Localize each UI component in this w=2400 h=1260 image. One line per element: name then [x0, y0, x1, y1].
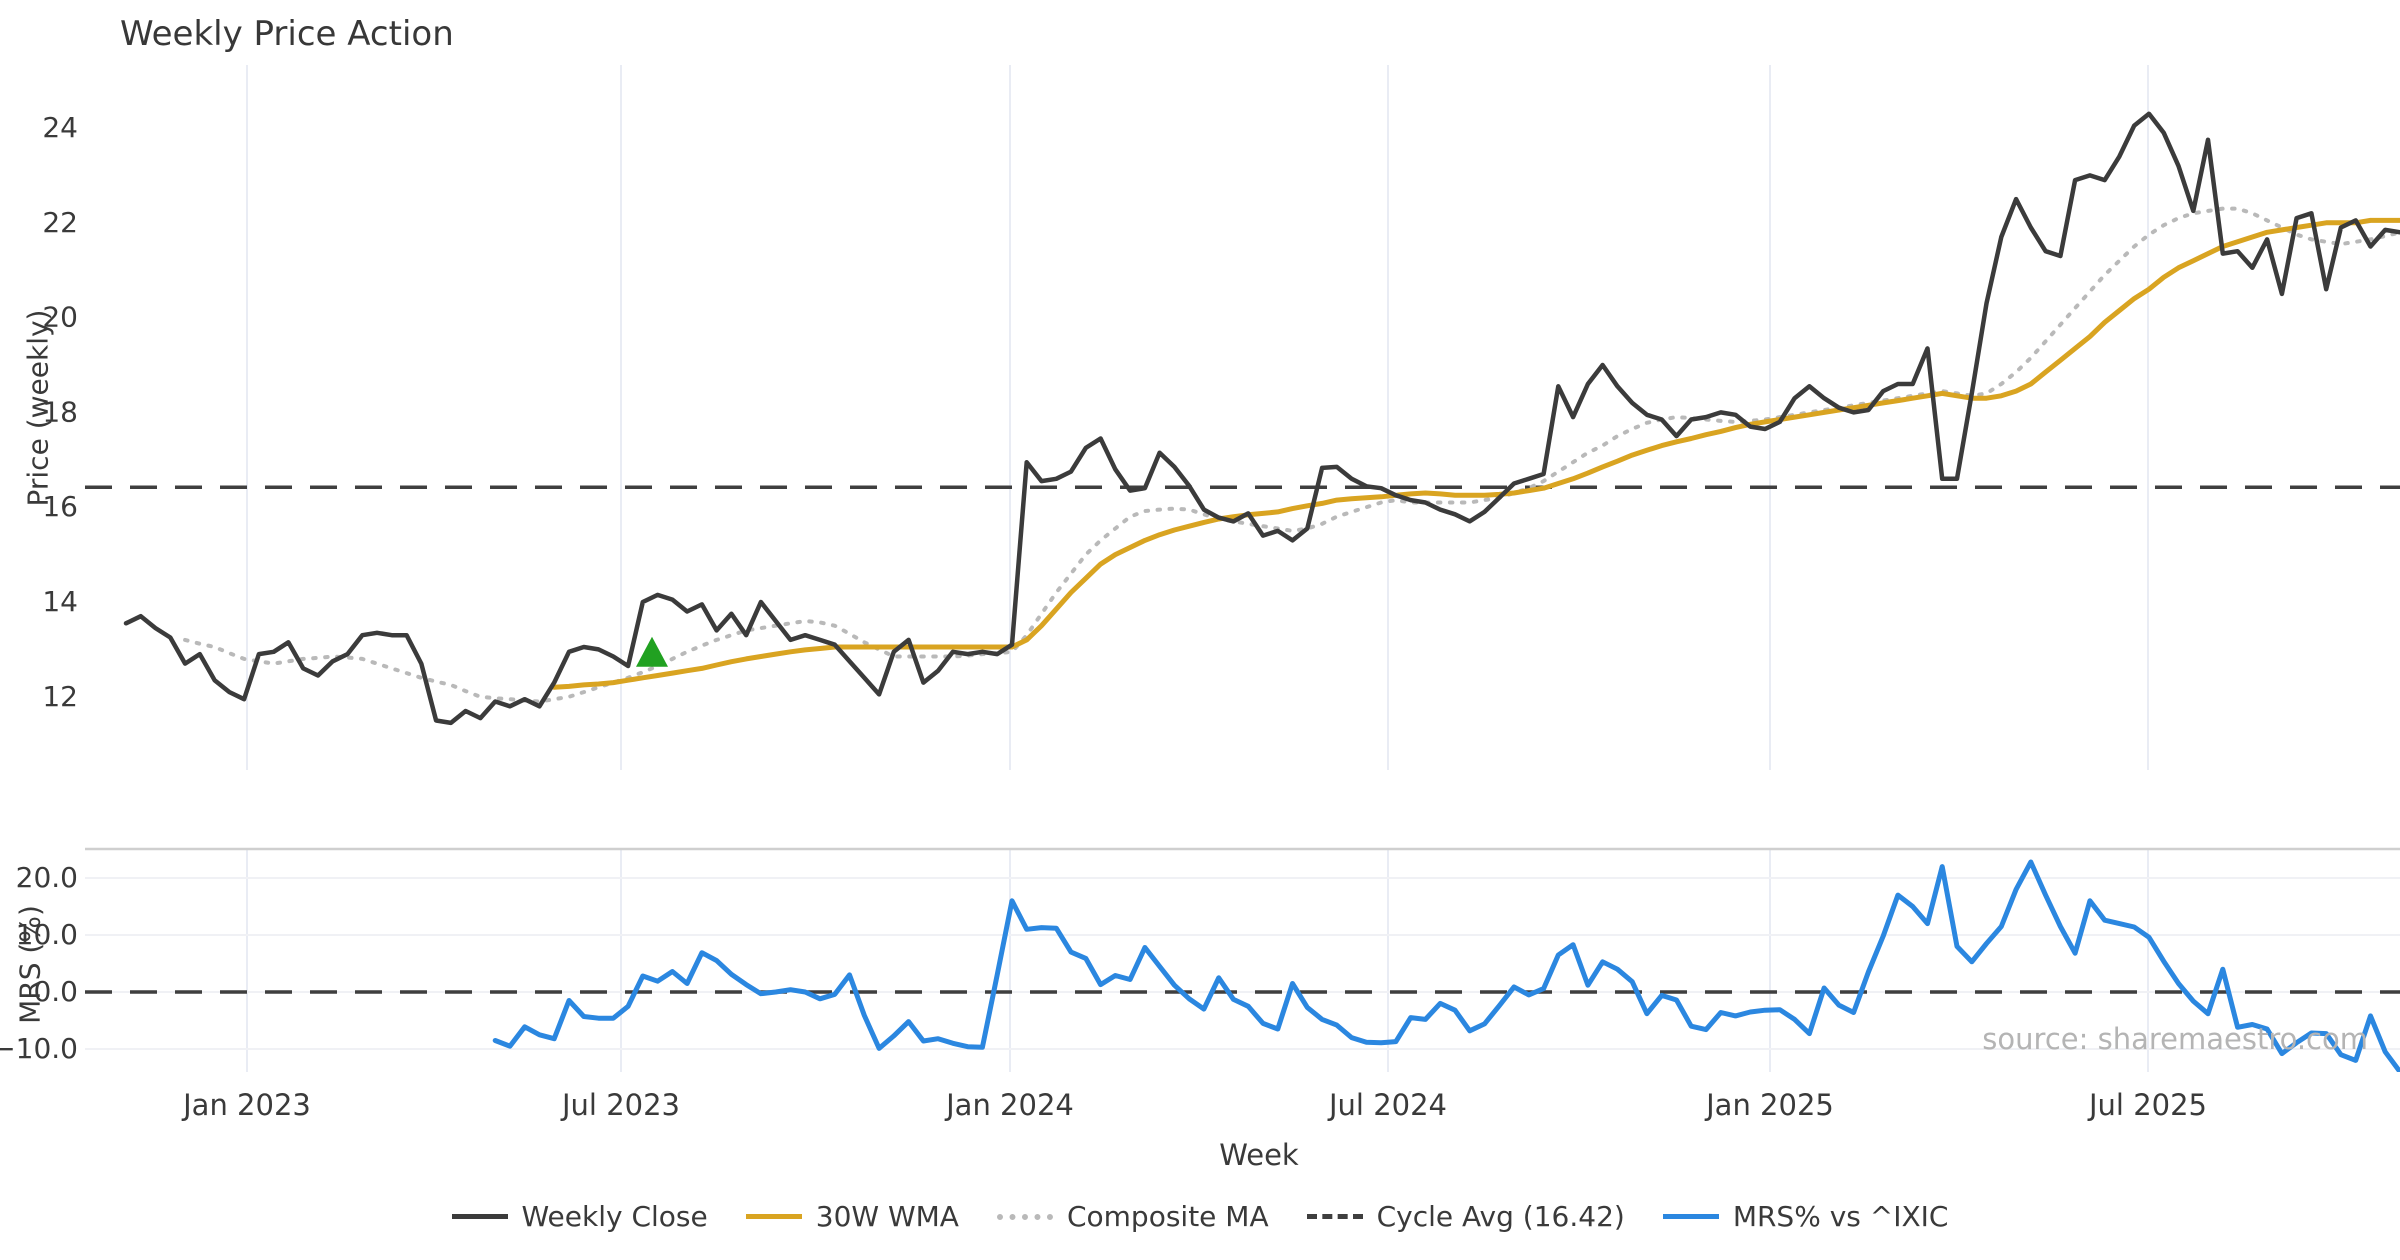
legend-item: MRS% vs ^IXIC — [1662, 1200, 1949, 1233]
mrs-tick-label: −10.0 — [0, 1032, 78, 1065]
x-axis-label: Week — [1219, 1138, 1299, 1172]
legend-swatch-solid — [745, 1214, 802, 1219]
legend-label: MRS% vs ^IXIC — [1732, 1200, 1949, 1233]
price-tick-label: 18 — [42, 395, 78, 428]
buy-signal-marker — [636, 636, 668, 667]
legend-item: Weekly Close — [451, 1200, 708, 1233]
chart-legend: Weekly Close 30W WMA Composite MA Cycle Avg… — [0, 1200, 2400, 1233]
source-note: source: sharemaestro.com — [1982, 1022, 2368, 1056]
legend-item: Cycle Avg (16.42) — [1306, 1200, 1625, 1233]
x-tick-label: Jan 2025 — [1704, 1088, 1834, 1122]
mrs-tick-label: 20.0 — [16, 861, 78, 894]
x-tick-label: Jul 2024 — [1327, 1088, 1447, 1122]
x-tick-label: Jul 2025 — [2087, 1088, 2207, 1122]
price-tick-label: 14 — [42, 585, 78, 618]
price-tick-label: 12 — [42, 680, 78, 713]
price-axis-label: Price (weekly) — [21, 309, 55, 507]
weekly-close-line — [123, 111, 2400, 726]
legend-item: Composite MA — [996, 1200, 1269, 1233]
price-tick-label: 24 — [42, 111, 78, 144]
legend-label: 30W WMA — [815, 1200, 959, 1233]
price-tick-label: 22 — [42, 206, 78, 239]
mrs-axis-label: MRS (%) — [13, 905, 47, 1024]
legend-swatch-solid — [1662, 1214, 1719, 1219]
price-tick-label: 16 — [42, 490, 78, 523]
x-tick-label: Jan 2024 — [944, 1088, 1074, 1122]
wma-line — [551, 217, 2400, 690]
x-tick-label: Jul 2023 — [560, 1088, 680, 1122]
mrs-tick-label: 0.0 — [33, 975, 78, 1008]
legend-label: Composite MA — [1066, 1200, 1269, 1233]
x-tick-label: Jan 2023 — [181, 1088, 311, 1122]
price-tick-label: 20 — [42, 301, 78, 334]
legend-swatch-dotted — [996, 1213, 1053, 1220]
mrs-line — [492, 859, 2400, 1072]
legend-label: Cycle Avg (16.42) — [1376, 1200, 1625, 1233]
mrs-tick-label: 10.0 — [16, 918, 78, 951]
chart-title: Weekly Price Action — [120, 14, 454, 54]
legend-label: Weekly Close — [521, 1200, 708, 1233]
legend-swatch-solid — [451, 1214, 508, 1219]
legend-item: 30W WMA — [745, 1200, 959, 1233]
composite-ma-line — [183, 206, 2400, 704]
legend-swatch-dashed — [1306, 1214, 1363, 1219]
